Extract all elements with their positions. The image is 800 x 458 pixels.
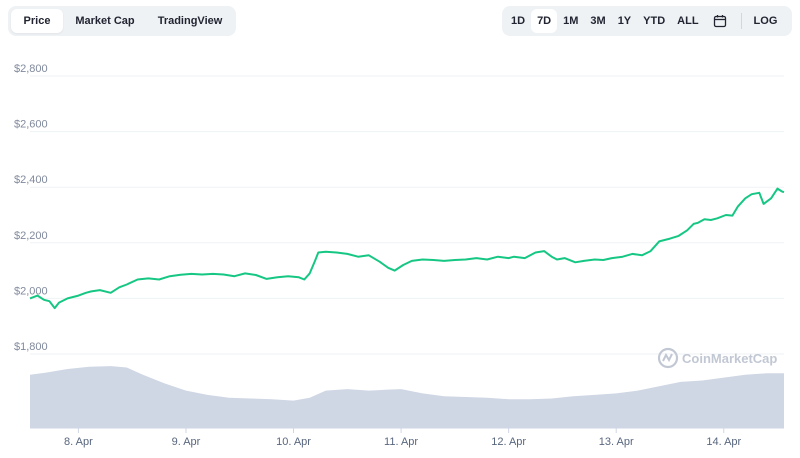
price-line — [29, 187, 785, 310]
range-1y[interactable]: 1Y — [617, 15, 632, 27]
range-divider — [740, 13, 742, 29]
range-3m[interactable]: 3M — [590, 15, 606, 27]
tab-price[interactable]: Price — [11, 9, 63, 33]
y-tick-label: $2,400 — [14, 174, 48, 186]
chart-type-tabs: Price Market Cap TradingView — [8, 6, 236, 36]
x-axis: 8. Apr 9. Apr 10. Apr 11. Apr 12. Apr 13. Apr… — [64, 428, 742, 448]
watermark-text: CoinMarketCap — [682, 351, 777, 366]
calendar-icon — [713, 15, 726, 28]
range-all[interactable]: ALL — [677, 15, 699, 27]
range-ytd[interactable]: YTD — [643, 15, 666, 27]
x-tick-label: 9. Apr — [172, 436, 201, 448]
volume-area — [30, 366, 784, 428]
y-tick-label: $2,000 — [14, 285, 48, 297]
y-tick-label: $1,800 — [14, 341, 48, 353]
x-tick-label: 10. Apr — [276, 436, 311, 448]
x-tick-label: 8. Apr — [64, 436, 93, 448]
y-tick-label: $2,200 — [14, 230, 48, 242]
x-tick-label: 11. Apr — [384, 436, 418, 448]
log-scale-toggle[interactable]: LOG — [753, 15, 778, 27]
x-tick-label: 14. Apr — [706, 436, 741, 448]
tab-tradingview[interactable]: TradingView — [157, 15, 223, 27]
x-tick-label: 12. Apr — [491, 436, 526, 448]
y-tick-label: $2,600 — [14, 119, 48, 131]
range-7d[interactable]: 7D — [531, 9, 558, 33]
watermark: CoinMarketCap — [657, 347, 777, 369]
range-1d[interactable]: 1D — [511, 15, 526, 27]
calendar-button[interactable] — [705, 9, 735, 33]
y-tick-label: $2,800 — [14, 63, 48, 75]
coinmarketcap-logo-icon — [657, 347, 679, 369]
y-axis: $1,800 $2,000 $2,200 $2,400 $2,600 $2,800 — [14, 63, 48, 353]
grid-lines — [30, 75, 784, 355]
range-1m[interactable]: 1M — [563, 15, 579, 27]
x-tick-label: 13. Apr — [599, 436, 634, 448]
tab-market-cap[interactable]: Market Cap — [75, 15, 135, 27]
time-range-selector: 1D 7D 1M 3M 1Y YTD ALL LOG — [502, 6, 792, 36]
